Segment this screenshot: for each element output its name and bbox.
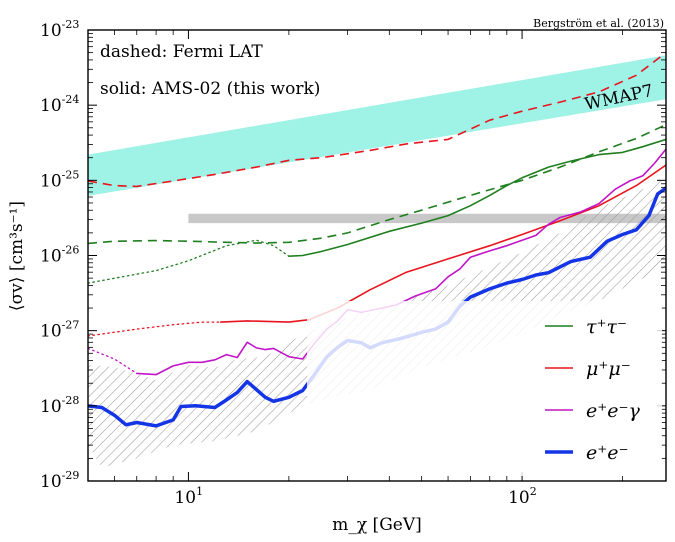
y-axis-label: ⟨σv⟩ [cm³s⁻¹] xyxy=(7,201,27,311)
wmap7-band xyxy=(88,55,666,196)
y-tick-label: 10-24 xyxy=(40,93,79,116)
legend: τ⁺τ⁻ μ⁺μ⁻ e⁺e⁻γ e⁺e⁻ xyxy=(307,301,662,476)
series-mu-ams xyxy=(220,164,666,323)
x-tick-label: 101 xyxy=(174,485,203,508)
series-tau-ams xyxy=(288,138,666,258)
x-axis-label: m_χ [GeV] xyxy=(332,515,422,535)
citation: Bergström et al. (2013) xyxy=(533,17,664,30)
series-mu-extrapolated xyxy=(88,321,222,337)
legend-label-mu: μ⁺μ⁻ xyxy=(586,358,631,380)
series-eeg-extrapolated xyxy=(88,347,138,375)
legend-label-eeg: e⁺e⁻γ xyxy=(586,400,641,422)
y-tick-label: 10-27 xyxy=(40,319,79,342)
thermal-relic-band xyxy=(188,213,666,224)
y-tick-label: 10-25 xyxy=(40,168,79,191)
y-tick-label: 10-23 xyxy=(40,18,79,41)
x-tick-label: 102 xyxy=(508,485,537,508)
y-tick-label: 10-29 xyxy=(40,469,79,492)
y-tick-label: 10-26 xyxy=(40,244,79,267)
legend-box xyxy=(307,301,662,476)
series-tau-fermi xyxy=(88,123,666,245)
series-tau-extrapolated xyxy=(88,239,290,284)
bands-layer xyxy=(88,55,666,224)
annotation-ams: solid: AMS-02 (this work) xyxy=(100,79,320,99)
series-mu-fermi xyxy=(88,51,666,188)
legend-label-ee: e⁺e⁻ xyxy=(586,442,629,464)
annotation-fermi: dashed: Fermi LAT xyxy=(100,42,263,62)
y-tick-label: 10-28 xyxy=(40,394,79,417)
legend-label-tau: τ⁺τ⁻ xyxy=(586,316,627,338)
